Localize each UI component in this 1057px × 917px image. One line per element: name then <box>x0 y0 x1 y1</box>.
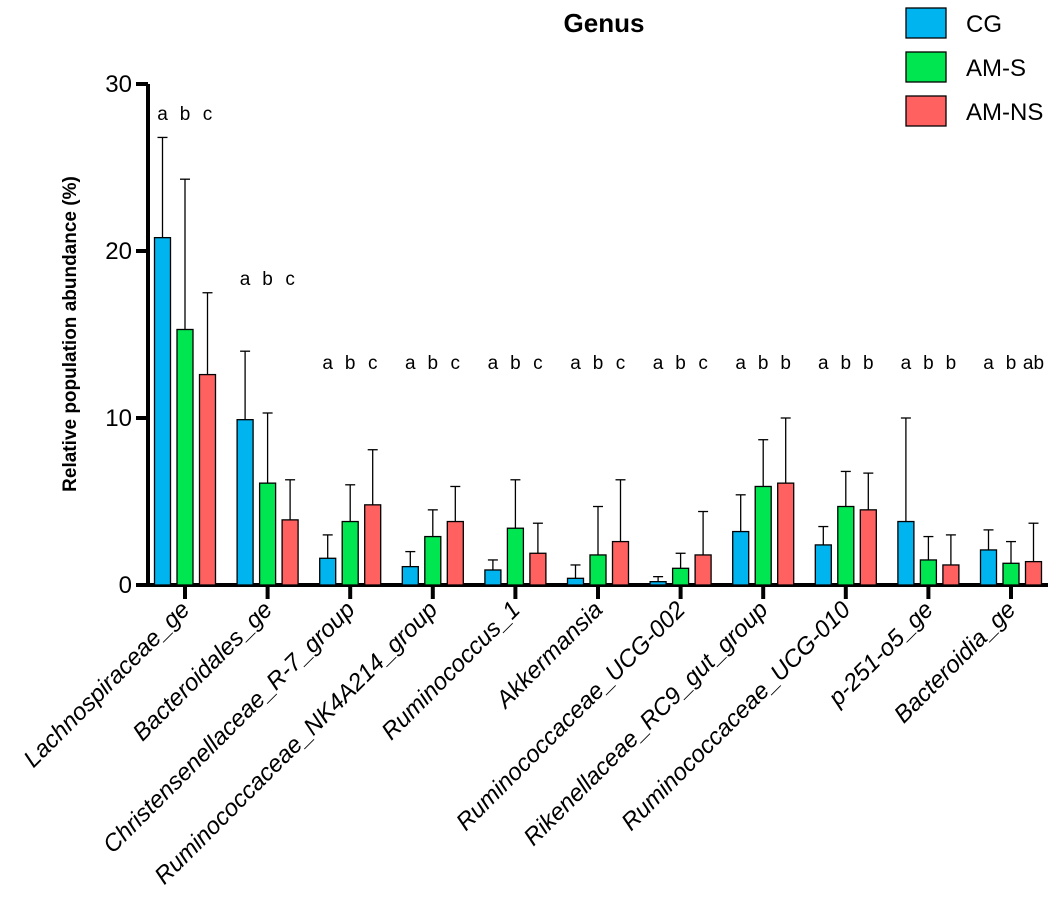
significance-letter: a <box>901 353 912 374</box>
bar <box>176 328 194 586</box>
bar <box>589 554 607 586</box>
bar <box>153 236 172 586</box>
significance-letter: a <box>322 353 333 374</box>
bar <box>897 520 915 586</box>
significance-letter: b <box>428 353 439 374</box>
significance-letter: c <box>451 353 461 374</box>
significance-letter: b <box>946 353 957 374</box>
significance-letter: a <box>570 353 581 374</box>
bar <box>611 540 630 586</box>
significance-letter: b <box>345 353 356 374</box>
bar <box>484 569 502 586</box>
bar <box>942 564 960 586</box>
bar <box>649 581 667 586</box>
significance-letter: b <box>1006 353 1017 374</box>
significance-letter: b <box>510 353 521 374</box>
legend-swatch <box>905 51 947 83</box>
significance-letter: ab <box>1023 353 1044 374</box>
y-tick-label: 20 <box>105 238 132 265</box>
significance-letter: c <box>533 353 543 374</box>
bar <box>446 520 464 586</box>
legend-label: AM-S <box>966 55 1026 82</box>
bar <box>401 565 419 586</box>
significance-letter: a <box>240 269 251 290</box>
chart-title: Genus <box>564 8 645 38</box>
bar <box>671 567 690 586</box>
bar <box>529 552 547 586</box>
significance-letter: b <box>841 353 852 374</box>
bars <box>153 236 1043 586</box>
bar <box>694 554 712 586</box>
significance-letter: c <box>698 353 708 374</box>
significance-letter: c <box>368 353 378 374</box>
y-tick-label: 10 <box>105 405 132 432</box>
significance-letter: b <box>758 353 769 374</box>
legend-label: CG <box>966 11 1002 38</box>
y-tick-label: 30 <box>105 71 132 98</box>
bar <box>754 485 772 586</box>
significance-letter: a <box>818 353 829 374</box>
significance-letter: a <box>653 353 664 374</box>
significance-letters: a b ca b ca b c a b c a b c a b c a b c a b b a b b a b b a b ab <box>157 104 1044 374</box>
significance-letter: b <box>780 353 791 374</box>
significance-letter: a <box>735 353 746 374</box>
bar <box>341 520 359 586</box>
bar <box>364 504 382 586</box>
bar <box>258 482 277 586</box>
legend: CG AM-S AM-NS <box>905 7 1043 127</box>
legend-swatch <box>905 95 947 127</box>
y-tick-label: 0 <box>119 572 132 599</box>
x-tick-labels: Lachnospiraceae_geBacteroidales_geChrist… <box>19 596 1022 890</box>
significance-letter: b <box>923 353 934 374</box>
significance-letter: a <box>157 104 168 125</box>
bar <box>236 419 254 586</box>
significance-letter: c <box>616 353 626 374</box>
bar <box>919 559 938 586</box>
bar <box>506 527 525 586</box>
significance-letter: b <box>675 353 686 374</box>
bar <box>732 530 750 586</box>
bar <box>566 577 585 586</box>
significance-letter: b <box>863 353 874 374</box>
bar <box>979 549 998 586</box>
bar <box>1002 562 1020 586</box>
significance-letter: b <box>180 104 191 125</box>
bar <box>281 519 299 586</box>
significance-letter: c <box>285 269 295 290</box>
significance-letter: c <box>203 104 213 125</box>
x-tick-label: Ruminococcus_1 <box>376 596 525 745</box>
significance-letter: a <box>488 353 499 374</box>
bar <box>837 505 855 586</box>
x-tick-label: Lachnospiraceae_ge <box>19 596 196 773</box>
significance-letter: b <box>593 353 604 374</box>
bar <box>198 373 217 586</box>
bar <box>814 544 832 586</box>
significance-letter: a <box>983 353 994 374</box>
bar <box>1024 560 1043 586</box>
bar <box>424 535 442 586</box>
legend-label: AM-NS <box>966 99 1043 126</box>
bar <box>859 509 877 586</box>
error-bars <box>157 136 1039 582</box>
y-axis-label: Relative population abundance (%) <box>60 176 81 492</box>
legend-swatch <box>905 7 947 39</box>
significance-letter: a <box>405 353 416 374</box>
bar <box>319 557 337 586</box>
significance-letter: b <box>262 269 273 290</box>
bar <box>777 482 795 586</box>
x-tick-label: Bacteroidales_ge <box>128 596 278 746</box>
